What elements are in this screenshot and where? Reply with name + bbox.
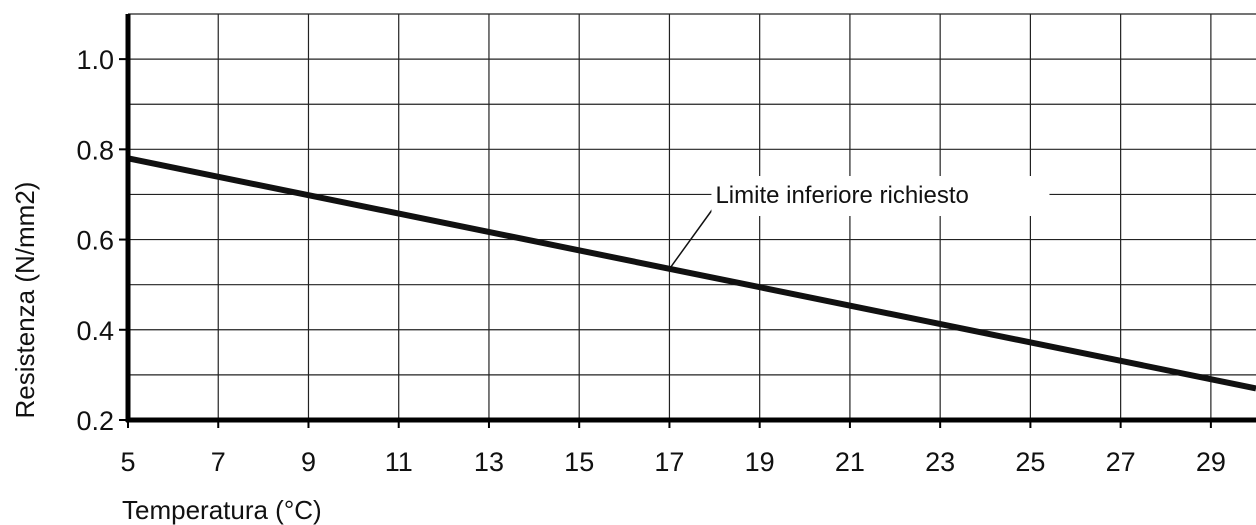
x-tick-label-23: 23	[925, 447, 955, 477]
x-tick-label-15: 15	[564, 447, 594, 477]
series-layer	[127, 155, 1256, 392]
y-tick-label-0-2: 0.2	[76, 406, 114, 436]
x-tick-label-27: 27	[1106, 447, 1136, 477]
axes	[125, 14, 1256, 423]
y-axis-title: Resistenza (N/mm2)	[10, 182, 40, 419]
x-axis-ticks: 5 7 9 11 13 15 17 19 21 23 25 27 29	[120, 420, 1226, 477]
y-axis-ticks: 0.2 0.4 0.6 0.8 1.0	[76, 45, 128, 436]
y-tick-label-0-6: 0.6	[76, 226, 114, 256]
x-tick-label-7: 7	[211, 447, 226, 477]
x-tick-label-9: 9	[301, 447, 316, 477]
x-tick-label-19: 19	[745, 447, 775, 477]
y-tick-label-0-4: 0.4	[76, 316, 114, 346]
x-tick-label-13: 13	[474, 447, 504, 477]
y-tick-label-1: 1.0	[76, 45, 114, 75]
x-tick-label-11: 11	[385, 447, 413, 477]
series-line-0	[127, 155, 1256, 392]
annotation-leader	[668, 207, 715, 270]
x-tick-label-21: 21	[835, 447, 865, 477]
x-axis-title: Temperatura (°C)	[122, 495, 322, 525]
annotation-label: Limite inferiore richiesto	[715, 182, 968, 209]
annotation-label-bg	[711, 176, 1050, 216]
y-tick-label-0-8: 0.8	[76, 135, 114, 165]
annotation-layer: Limite inferiore richiesto	[668, 176, 1050, 270]
grid	[128, 13, 1256, 420]
x-tick-label-17: 17	[654, 447, 684, 477]
x-tick-label-29: 29	[1196, 447, 1226, 477]
x-tick-label-5: 5	[120, 447, 135, 477]
x-tick-label-25: 25	[1015, 447, 1045, 477]
